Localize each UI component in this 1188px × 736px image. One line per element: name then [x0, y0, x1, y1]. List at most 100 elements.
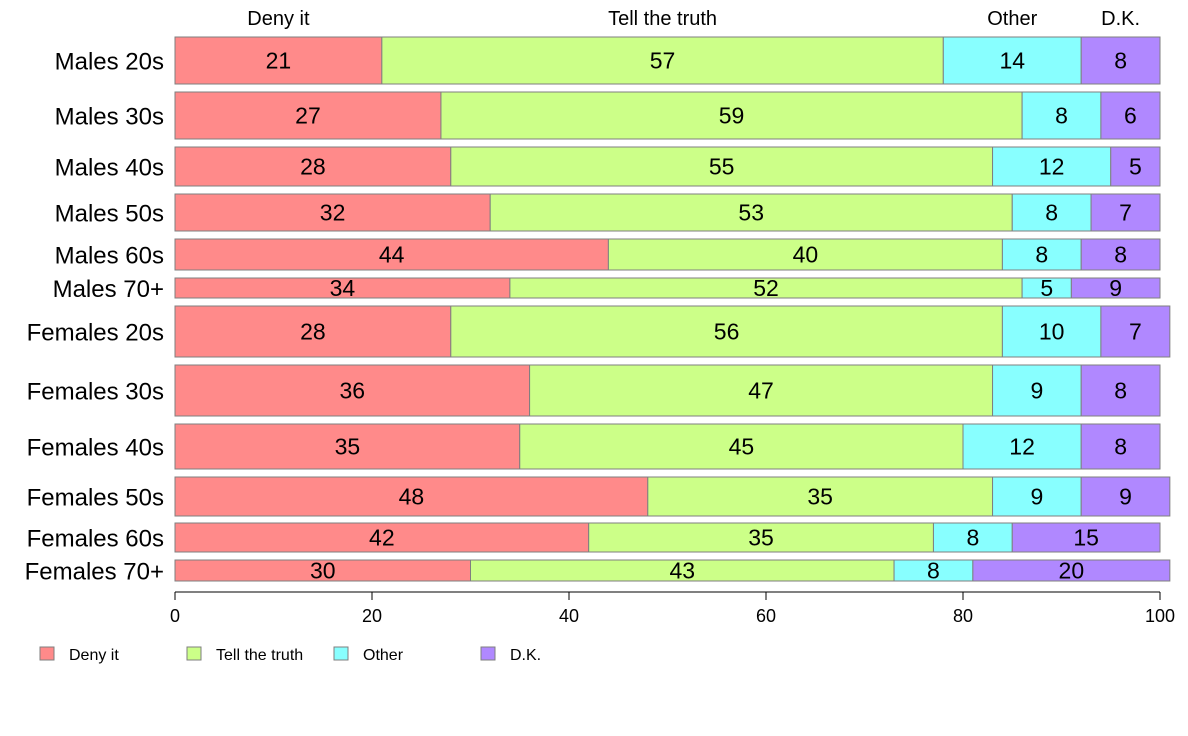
legend-swatch	[480, 646, 496, 661]
data-label: 8	[1035, 242, 1048, 268]
category-label: Males 50s	[55, 201, 164, 228]
data-label: 8	[927, 558, 940, 584]
data-label: 28	[300, 319, 326, 345]
data-label: 21	[266, 48, 292, 74]
data-label: 5	[1129, 154, 1142, 180]
category-label: Males 30s	[55, 104, 164, 131]
bar-segment	[174, 522, 590, 553]
x-tick-label: 20	[362, 606, 382, 626]
column-header: Deny it	[247, 8, 310, 30]
category-label: Females 60s	[27, 526, 164, 553]
category-label: Males 20s	[55, 49, 164, 76]
category-label: Females 50s	[27, 485, 164, 512]
legend-label: Other	[363, 647, 404, 664]
category-label: Males 60s	[55, 243, 164, 270]
data-label: 6	[1124, 103, 1137, 129]
legend-label: Tell the truth	[216, 647, 303, 664]
bar-segment	[174, 36, 383, 85]
bar-segment	[174, 193, 491, 232]
category-label: Females 40s	[27, 435, 164, 462]
bar-segment	[1080, 36, 1161, 85]
bar-segment	[450, 305, 1003, 358]
data-label: 59	[719, 103, 745, 129]
data-label: 57	[650, 48, 676, 74]
bar-segment	[1001, 238, 1082, 271]
data-label: 8	[1114, 434, 1127, 460]
bar-segment	[1110, 146, 1161, 187]
bar-segment	[174, 476, 649, 517]
data-label: 12	[1039, 154, 1065, 180]
category-label: Males 70+	[53, 276, 164, 303]
x-tick-label: 40	[559, 606, 579, 626]
bar-segment	[1080, 423, 1161, 470]
category-label: Females 20s	[27, 320, 164, 347]
legend-swatch	[333, 646, 349, 661]
data-label: 8	[966, 525, 979, 551]
bar-segment	[1011, 522, 1161, 553]
x-tick-label: 60	[756, 606, 776, 626]
x-tick-label: 80	[953, 606, 973, 626]
column-header: Tell the truth	[608, 8, 717, 30]
data-label: 35	[748, 525, 774, 551]
data-label: 56	[714, 319, 740, 345]
data-label: 9	[1030, 484, 1043, 510]
data-label: 28	[300, 154, 326, 180]
data-label: 7	[1129, 319, 1142, 345]
bar-segment	[1100, 305, 1171, 358]
legend-swatch	[186, 646, 202, 661]
bar-segment	[607, 238, 1003, 271]
bar-segment	[962, 423, 1082, 470]
data-label: 9	[1109, 275, 1122, 301]
data-label: 8	[1055, 103, 1068, 129]
data-label: 55	[709, 154, 735, 180]
bar-segment	[1100, 91, 1161, 140]
bar-segment	[174, 423, 521, 470]
bar-segment	[174, 91, 442, 140]
bar-segment	[519, 423, 964, 470]
data-label: 8	[1114, 48, 1127, 74]
category-label: Females 30s	[27, 379, 164, 406]
bar-segment	[489, 193, 1013, 232]
bar-segment	[440, 91, 1023, 140]
data-label: 14	[999, 48, 1025, 74]
data-label: 15	[1073, 525, 1099, 551]
bar-segment	[529, 364, 994, 417]
bar-segment	[942, 36, 1082, 85]
data-label: 7	[1119, 200, 1132, 226]
bar-segment	[992, 476, 1082, 517]
data-label: 8	[1045, 200, 1058, 226]
bar-segment	[174, 238, 609, 271]
data-label: 53	[738, 200, 764, 226]
data-label: 34	[330, 275, 356, 301]
bar-segment	[1070, 277, 1161, 299]
legend-swatch	[39, 646, 55, 661]
category-label: Females 70+	[25, 559, 164, 586]
category-label: Males 40s	[55, 155, 164, 182]
data-label: 9	[1119, 484, 1132, 510]
data-label: 40	[793, 242, 819, 268]
bar-segment	[1080, 364, 1161, 417]
bar-segment	[992, 364, 1082, 417]
column-header: Other	[987, 8, 1037, 30]
data-label: 36	[340, 378, 366, 404]
bar-segment	[588, 522, 934, 553]
data-label: 52	[753, 275, 779, 301]
data-label: 27	[295, 103, 321, 129]
data-label: 8	[1114, 378, 1127, 404]
bar-segment	[1090, 193, 1161, 232]
data-label: 12	[1009, 434, 1035, 460]
data-label: 35	[807, 484, 833, 510]
data-label: 8	[1114, 242, 1127, 268]
data-label: 47	[748, 378, 774, 404]
data-label: 35	[335, 434, 361, 460]
bar-segment	[1080, 476, 1171, 517]
legend-label: Deny it	[69, 647, 119, 664]
data-label: 48	[399, 484, 425, 510]
legend-label: D.K.	[510, 647, 541, 664]
data-label: 30	[310, 558, 336, 584]
data-label: 10	[1039, 319, 1065, 345]
data-label: 44	[379, 242, 405, 268]
data-label: 32	[320, 200, 346, 226]
bar-segment	[381, 36, 944, 85]
